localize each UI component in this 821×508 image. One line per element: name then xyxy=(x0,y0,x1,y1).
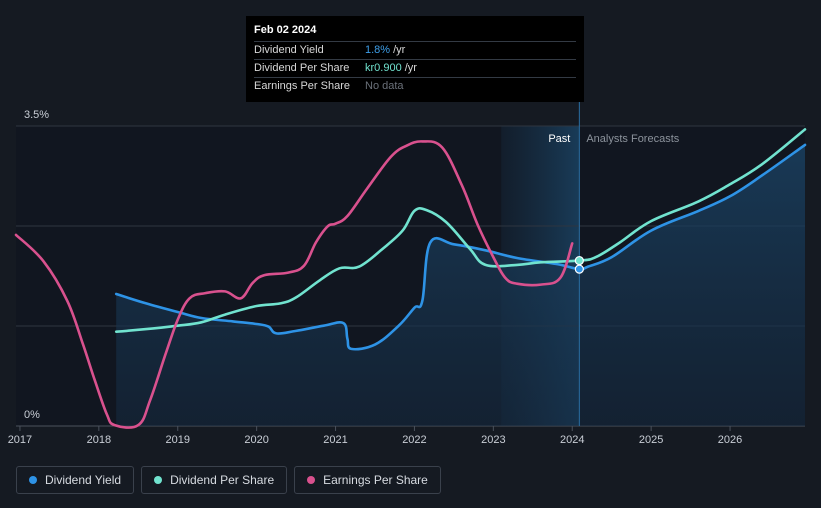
x-tick-label: 2025 xyxy=(639,434,663,446)
legend-item-earnings-per-share[interactable]: Earnings Per Share xyxy=(294,466,441,494)
x-tick-label: 2017 xyxy=(8,434,32,446)
x-tick-label: 2026 xyxy=(718,434,742,446)
tooltip-unit: /yr xyxy=(404,62,417,74)
past-region-label: Past xyxy=(548,133,570,145)
tooltip-row-earnings-per-share: Earnings Per Share No data xyxy=(254,77,576,95)
tooltip-row-dividend-yield: Dividend Yield 1.8% /yr xyxy=(254,41,576,59)
legend-item-dividend-per-share[interactable]: Dividend Per Share xyxy=(141,466,288,494)
forecast-region-label: Analysts Forecasts xyxy=(586,133,679,145)
legend-label: Dividend Per Share xyxy=(170,473,275,487)
tooltip-label: Dividend Per Share xyxy=(254,62,350,74)
x-tick-label: 2024 xyxy=(560,434,584,446)
x-tick-label: 2021 xyxy=(323,434,347,446)
x-tick-label: 2023 xyxy=(481,434,505,446)
tooltip: Feb 02 2024 Dividend Yield 1.8% /yr Divi… xyxy=(246,16,584,102)
legend-label: Dividend Yield xyxy=(45,473,122,487)
tooltip-value: kr0.900 xyxy=(365,62,402,74)
x-tick-label: 2020 xyxy=(244,434,268,446)
tooltip-unit: /yr xyxy=(393,44,406,56)
x-tick-label: 2018 xyxy=(87,434,111,446)
tooltip-row-dividend-per-share: Dividend Per Share kr0.900 /yr xyxy=(254,59,576,77)
dividend-yield-marker xyxy=(574,264,584,274)
y-tick-label-zero: 0% xyxy=(24,409,40,421)
dividend-per-share-dot-icon xyxy=(154,476,163,484)
legend: Dividend Yield Dividend Per Share Earnin… xyxy=(16,466,441,494)
x-tick-label: 2019 xyxy=(166,434,190,446)
x-tick-label: 2022 xyxy=(402,434,426,446)
tooltip-label: Dividend Yield xyxy=(254,44,324,56)
dividend-yield-dot-icon xyxy=(29,476,37,484)
tooltip-value: No data xyxy=(365,80,404,92)
earnings-per-share-dot-icon xyxy=(307,476,316,484)
tooltip-label: Earnings Per Share xyxy=(254,80,350,92)
legend-label: Earnings Per Share xyxy=(323,473,428,487)
y-tick-label-top: 3.5% xyxy=(24,109,49,121)
dividend-per-share-marker xyxy=(574,255,584,266)
tooltip-value: 1.8% xyxy=(365,44,391,56)
dividend-yield-area xyxy=(116,144,805,426)
earnings-per-share-line xyxy=(14,140,574,429)
legend-item-dividend-yield[interactable]: Dividend Yield xyxy=(16,466,135,494)
dividend-yield-line xyxy=(114,143,807,351)
tooltip-date: Feb 02 2024 xyxy=(254,24,317,36)
dividend-per-share-line xyxy=(114,128,807,333)
